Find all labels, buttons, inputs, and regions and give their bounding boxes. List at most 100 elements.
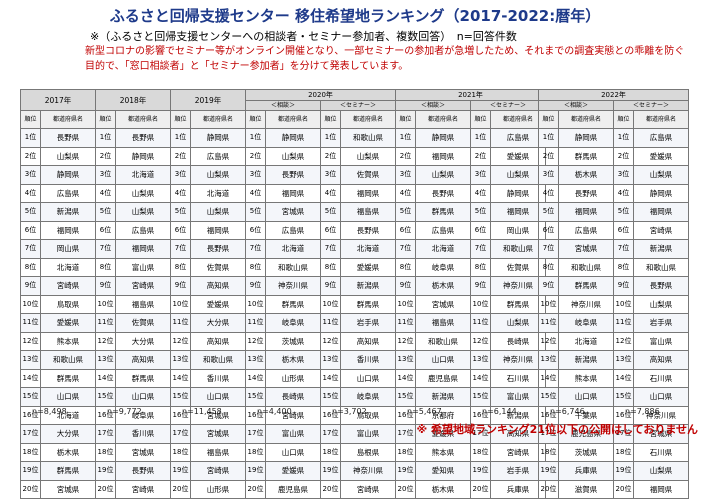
rank-cell: 14位	[170, 368, 191, 388]
prefecture-cell: 山口県	[415, 350, 471, 370]
prefecture-cell: 北海道	[340, 239, 396, 259]
rank-cell: 19位	[20, 461, 41, 481]
rank-cell: 8位	[395, 257, 416, 277]
table-row: 15位 山口県 15位 山口県 15位 山口県 15位 長崎県 15位 岐阜県 15位 新潟県 15位富…	[20, 387, 546, 407]
rank-cell: 15位	[245, 387, 266, 407]
prefecture-cell: 北海道	[40, 405, 96, 425]
rank-cell: 4位	[95, 183, 116, 203]
rank-cell: 9位	[95, 276, 116, 296]
rank-cell: 20位	[320, 479, 341, 499]
prefecture-cell: 神奈川県	[490, 350, 546, 370]
prefecture-cell: 富山県	[633, 331, 689, 351]
rank-col-header: 順位	[395, 110, 416, 129]
rank-cell: 2位	[170, 146, 191, 166]
rank-cell: 8位	[538, 257, 559, 277]
prefecture-cell: 山梨県	[415, 165, 471, 185]
prefecture-cell: 長野県	[415, 183, 471, 203]
rank-cell: 9位	[538, 276, 559, 296]
prefecture-cell: 神奈川県	[558, 294, 614, 314]
rank-cell: 18位	[320, 442, 341, 462]
rank-cell: 18位	[20, 442, 41, 462]
table-row: 12位 熊本県 12位 大分県 12位 高知県 12位 茨城県 12位 高知県 12位 和歌山県 12位…	[20, 331, 546, 351]
prefecture-cell: 愛媛県	[265, 461, 321, 481]
prefecture-cell: 茨城県	[558, 442, 614, 462]
rank-cell: 13位	[95, 350, 116, 370]
prefecture-cell: 鳥取県	[40, 294, 96, 314]
rank-cell: 5位	[95, 202, 116, 222]
table-row: 10位 鳥取県 10位 福島県 10位 愛媛県 10位 群馬県 10位 群馬県 10位 宮城県 10位群…	[20, 294, 546, 314]
prefecture-cell: 山口県	[265, 442, 321, 462]
sub-header: ＜相談＞	[245, 100, 321, 111]
rank-cell: 2位	[20, 146, 41, 166]
rank-cell: 6位	[95, 220, 116, 240]
rank-cell: 11位	[95, 313, 116, 333]
prefecture-cell: 宮城県	[190, 405, 246, 425]
pref-col-header: 都道府県名	[558, 110, 614, 129]
rank-cell: 9位	[470, 276, 491, 296]
rank-cell: 1位	[395, 128, 416, 148]
table-row: 15位 山口県 15位 山口県	[538, 387, 689, 407]
rank-cell: 2位	[470, 146, 491, 166]
prefecture-cell: 石川県	[633, 442, 689, 462]
prefecture-cell: 和歌山県	[415, 331, 471, 351]
rank-cell: 5位	[245, 202, 266, 222]
rank-cell: 6位	[245, 220, 266, 240]
prefecture-cell: 山梨県	[340, 146, 396, 166]
footnote: ※ 希望地域ランキング21位以下の公開はしておりません	[416, 423, 698, 436]
prefecture-cell: 宮城県	[40, 479, 96, 499]
prefecture-cell: 和歌山県	[340, 128, 396, 148]
rank-cell: 1位	[245, 128, 266, 148]
rank-cell: 12位	[95, 331, 116, 351]
prefecture-cell: 長野県	[190, 239, 246, 259]
rank-cell: 4位	[470, 183, 491, 203]
table-row: 10位 神奈川県 10位 山梨県	[538, 294, 689, 314]
prefecture-cell: 新潟県	[490, 405, 546, 425]
prefecture-cell: 和歌山県	[490, 239, 546, 259]
prefecture-cell: 福岡県	[490, 202, 546, 222]
rank-cell: 2位	[95, 146, 116, 166]
rank-cell: 9位	[20, 276, 41, 296]
prefecture-cell: 福島県	[190, 442, 246, 462]
prefecture-cell: 山口県	[340, 368, 396, 388]
rank-cell: 19位	[95, 461, 116, 481]
rank-cell: 10位	[245, 294, 266, 314]
rank-cell: 12位	[170, 331, 191, 351]
table-row: 17位 鹿児島県 17位 宮城県	[538, 424, 689, 444]
rank-cell: 10位	[538, 294, 559, 314]
prefecture-cell: 熊本県	[40, 331, 96, 351]
prefecture-cell: 岡山県	[40, 239, 96, 259]
rank-cell: 20位	[245, 479, 266, 499]
prefecture-cell: 新潟県	[415, 387, 471, 407]
rank-cell: 13位	[538, 350, 559, 370]
rank-cell: 6位	[20, 220, 41, 240]
rank-cell: 14位	[245, 368, 266, 388]
prefecture-cell: 宮城県	[115, 442, 171, 462]
prefecture-cell: 宮城県	[558, 239, 614, 259]
rank-cell: 11位	[395, 313, 416, 333]
table-row: 11位 岐阜県 11位 岩手県	[538, 313, 689, 333]
prefecture-cell: 群馬県	[265, 294, 321, 314]
prefecture-cell: 広島県	[558, 220, 614, 240]
table-row: 9位 宮崎県 9位 宮崎県 9位 高知県 9位 神奈川県 9位 新潟県 9位 栃木県 9位 神奈川県	[20, 276, 546, 296]
rank-cell: 18位	[470, 442, 491, 462]
rank-cell: 10位	[613, 294, 634, 314]
rank-cell: 6位	[395, 220, 416, 240]
rank-cell: 5位	[470, 202, 491, 222]
prefecture-cell: 長崎県	[490, 331, 546, 351]
year-header: 2019年	[170, 89, 246, 111]
prefecture-cell: 北海道	[115, 165, 171, 185]
prefecture-cell: 栃木県	[558, 165, 614, 185]
sample-size-label: n=5,467	[407, 407, 442, 416]
rank-cell: 3位	[95, 165, 116, 185]
table-row: 4位 長野県 4位 静岡県	[538, 183, 689, 203]
rank-cell: 14位	[613, 368, 634, 388]
prefecture-cell: 福島県	[115, 294, 171, 314]
rank-cell: 14位	[470, 368, 491, 388]
rank-cell: 5位	[538, 202, 559, 222]
rank-cell: 13位	[170, 350, 191, 370]
prefecture-cell: 神奈川県	[265, 276, 321, 296]
rank-col-header: 順位	[95, 110, 116, 129]
rank-cell: 15位	[613, 387, 634, 407]
rank-cell: 13位	[395, 350, 416, 370]
prefecture-cell: 群馬県	[115, 368, 171, 388]
